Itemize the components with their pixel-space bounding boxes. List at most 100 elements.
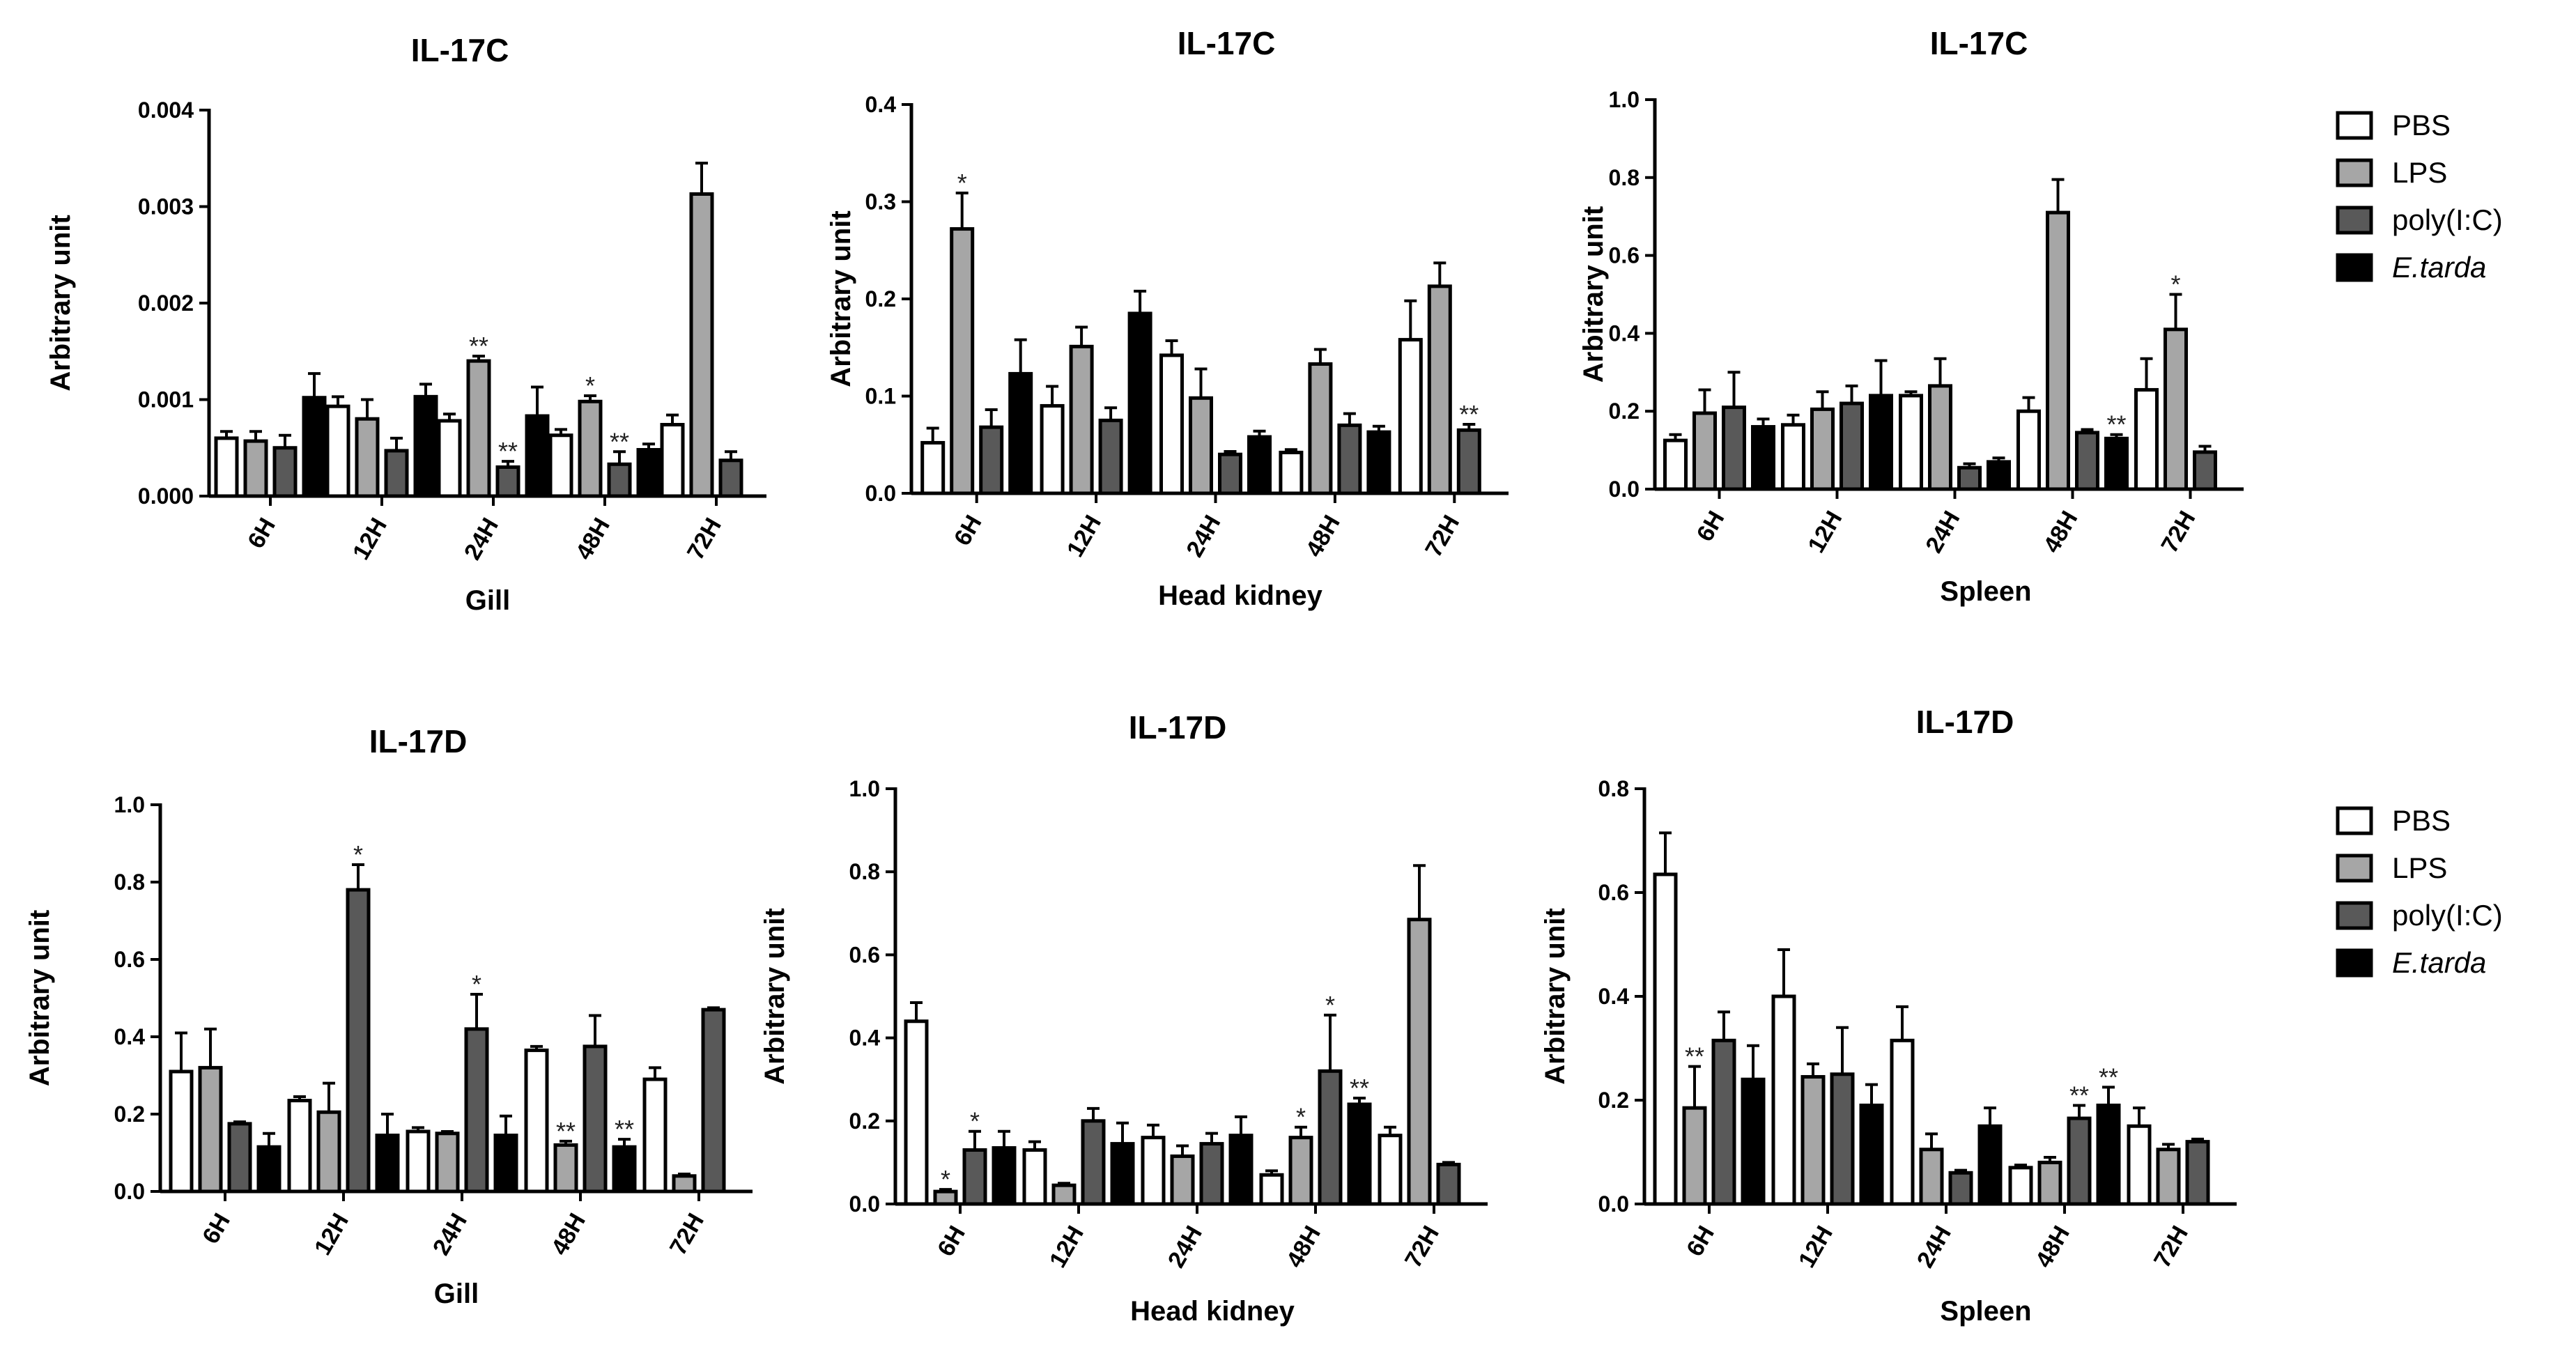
legend-label: PBS — [2392, 109, 2451, 141]
bar-polyic — [1722, 406, 1746, 491]
bar-lps — [1170, 1154, 1195, 1206]
bar-pbs — [1159, 353, 1184, 495]
x-tick-label: 12H — [1062, 511, 1106, 562]
bar-etarda — [375, 1134, 400, 1194]
y-tick-label: 0.4 — [849, 1026, 881, 1051]
bar-lps — [1682, 1106, 1707, 1206]
bar-lps — [2164, 327, 2188, 491]
y-tick-label: 0.3 — [865, 190, 896, 215]
bar-lps — [355, 417, 380, 498]
x-tick-label: 72H — [665, 1209, 709, 1260]
bar-etarda — [1127, 311, 1152, 495]
y-axis-label: Arbitrary unit — [24, 910, 55, 1086]
bar-polyic — [718, 458, 743, 498]
x-tick-label: 48H — [546, 1209, 591, 1260]
y-axis-label: Arbitrary unit — [826, 210, 856, 387]
significance-marker: * — [970, 1107, 980, 1136]
x-tick-label: 48H — [2038, 507, 2083, 557]
bar-pbs — [904, 1019, 929, 1206]
chart-panel-1: IL-17C Arbitrary unit Gill 0.000 0.001 0.002 0… — [45, 32, 766, 616]
bar-polyic — [962, 1148, 987, 1206]
x-tick-label: 48H — [2030, 1221, 2075, 1272]
bar-etarda — [612, 1145, 637, 1194]
bar-lps — [950, 227, 975, 495]
y-tick-label: 0.2 — [865, 286, 896, 311]
x-tick-label: 24H — [428, 1209, 472, 1260]
significance-marker: * — [2170, 270, 2180, 299]
y-tick-label: 0.8 — [114, 870, 145, 895]
bar-pbs — [920, 440, 946, 495]
bar-polyic — [1948, 1171, 1973, 1206]
bar-pbs — [2127, 1124, 2152, 1206]
bar-etarda — [636, 448, 661, 498]
x-tick-label: 6H — [197, 1209, 236, 1249]
y-tick-label: 0.6 — [1609, 243, 1640, 268]
bar-lps — [1692, 411, 1717, 491]
bar-pbs — [325, 404, 350, 498]
bar-etarda — [1859, 1103, 1884, 1206]
bar-lps — [1288, 1136, 1313, 1206]
x-tick-label: 12H — [1803, 507, 1847, 557]
bar-etarda — [1977, 1124, 2003, 1206]
chart-panel-6: IL-17D Arbitrary unit Spleen 0.0 0.2 0.4 0.6 0.… — [1540, 704, 2237, 1327]
y-axis-label: Arbitrary unit — [45, 215, 76, 391]
x-tick-label: 48H — [1301, 511, 1345, 562]
bar-pbs — [1653, 872, 1678, 1206]
x-tick-label: 6H — [1692, 507, 1730, 546]
bar-lps — [1069, 344, 1094, 495]
y-tick-label: 0.2 — [114, 1102, 145, 1127]
y-tick-label: 0.2 — [1598, 1088, 1629, 1113]
bar-pbs — [1378, 1134, 1403, 1206]
significance-marker: ** — [2099, 1063, 2118, 1091]
bar-polyic — [227, 1122, 252, 1194]
bar-etarda — [256, 1145, 281, 1194]
significance-marker: ** — [610, 427, 629, 456]
bar-polyic — [384, 449, 409, 498]
bar-polyic — [1456, 428, 1481, 495]
bar-polyic — [1840, 401, 1864, 491]
x-tick-label: 12H — [309, 1209, 354, 1260]
x-tick-label: 6H — [932, 1221, 971, 1261]
legend-label: LPS — [2392, 156, 2447, 189]
chart-title: IL-17C — [1178, 25, 1276, 61]
bar-lps — [553, 1143, 578, 1194]
significance-marker: ** — [615, 1115, 634, 1143]
y-tick-label: 0.004 — [138, 98, 194, 123]
bar-pbs — [2016, 409, 2041, 491]
chart-panel-4: IL-17D Arbitrary unit Gill 0.0 0.2 0.4 0.6 0.8 1… — [24, 723, 753, 1309]
bar-pbs — [660, 423, 685, 498]
significance-marker: ** — [1685, 1042, 1704, 1071]
bar-pbs — [1398, 338, 1423, 495]
bar-pbs — [1899, 394, 1923, 491]
significance-marker: * — [1325, 991, 1335, 1019]
bar-polyic — [495, 465, 520, 498]
chart-panel-2: IL-17C Arbitrary unit Head kidney 0.0 0.1 0.2… — [826, 25, 1509, 611]
y-tick-label: 0.001 — [138, 387, 194, 412]
bar-etarda — [302, 396, 327, 498]
y-axis-label: Arbitrary unit — [1540, 908, 1571, 1084]
x-tick-label: 24H — [1920, 507, 1965, 557]
bar-pbs — [1141, 1136, 1166, 1206]
x-axis-label: Spleen — [1940, 1296, 2031, 1327]
y-tick-label: 0.0 — [849, 1191, 880, 1217]
y-tick-label: 0.4 — [865, 92, 897, 117]
bar-polyic — [1199, 1142, 1224, 1206]
bar-lps — [435, 1132, 460, 1194]
legend-label: E.tarda — [2392, 251, 2486, 284]
y-tick-label: 0.2 — [1609, 399, 1640, 424]
x-tick-label: 48H — [1281, 1221, 1326, 1272]
bar-polyic — [1098, 418, 1123, 495]
significance-marker: * — [353, 840, 363, 869]
legend-label: poly(I:C) — [2392, 899, 2503, 932]
bar-polyic — [1081, 1119, 1106, 1206]
bar-lps — [1407, 918, 1432, 1206]
y-tick-label: 0.1 — [865, 384, 896, 409]
bar-pbs — [1022, 1148, 1047, 1206]
significance-marker: * — [585, 371, 595, 400]
bar-pbs — [524, 1048, 549, 1194]
significance-marker: ** — [469, 332, 488, 360]
x-tick-label: 72H — [1420, 511, 1465, 562]
bar-polyic — [1830, 1072, 1855, 1206]
bar-pbs — [1781, 423, 1805, 491]
bar-etarda — [1869, 394, 1893, 491]
